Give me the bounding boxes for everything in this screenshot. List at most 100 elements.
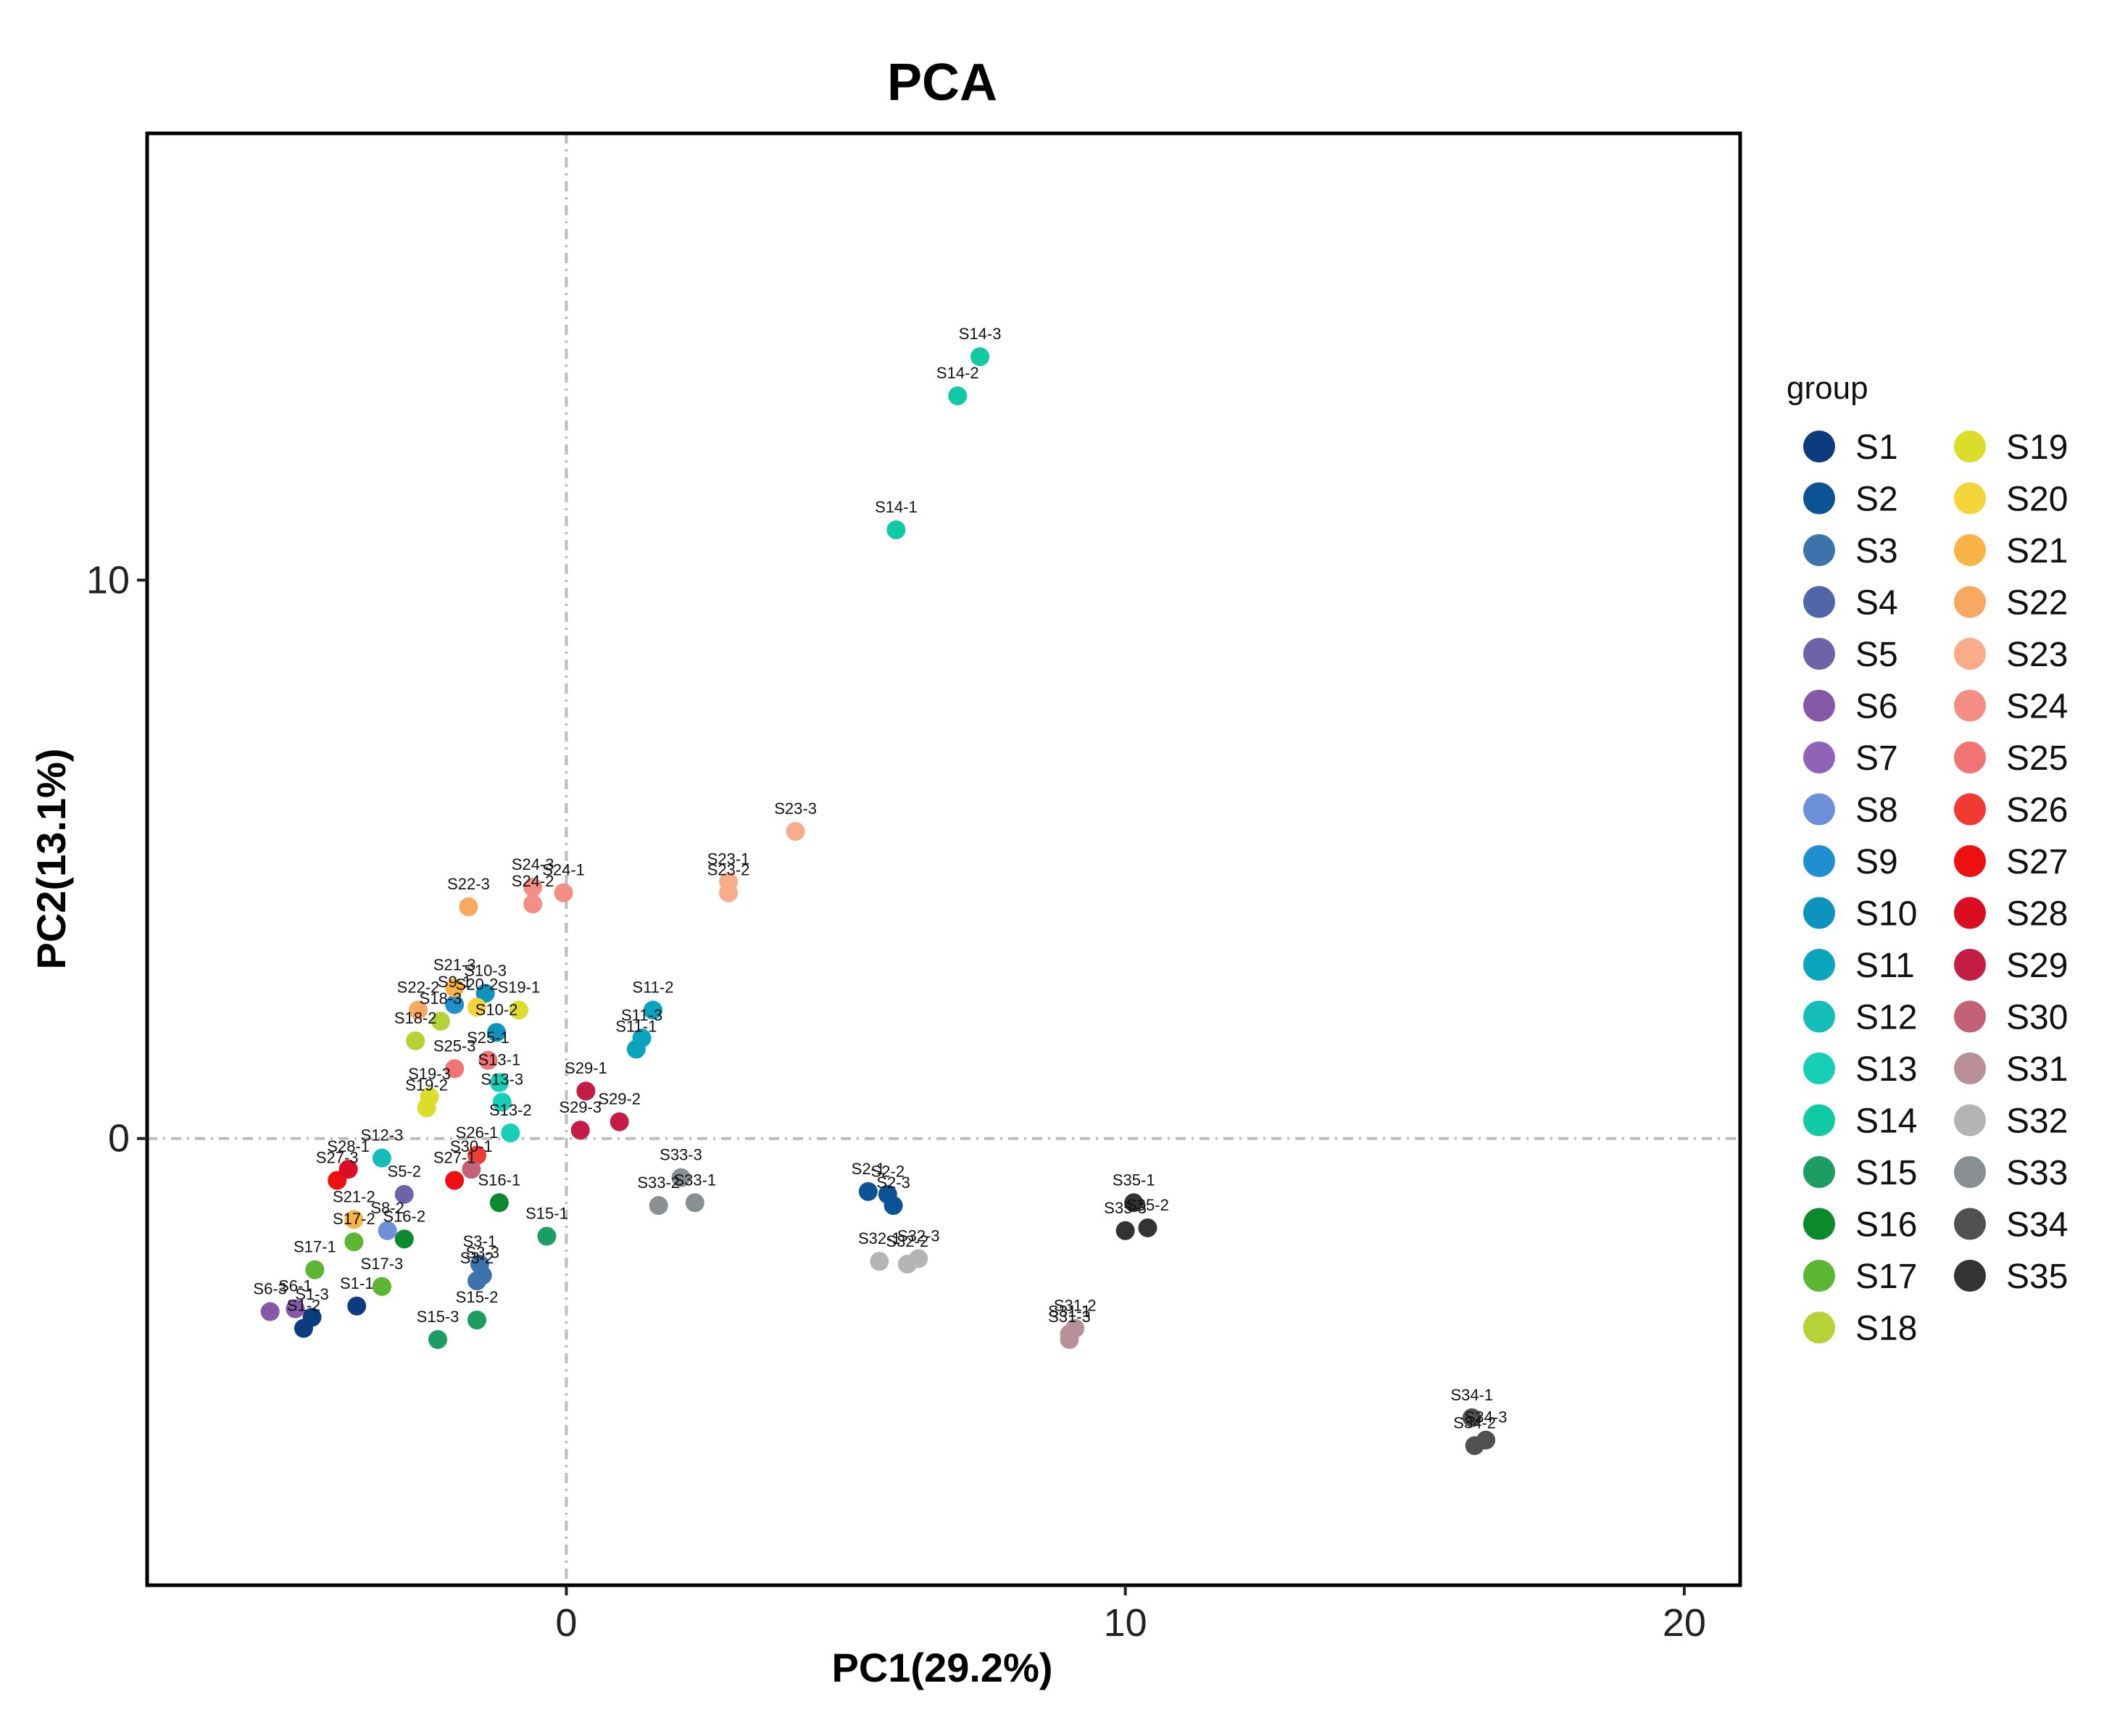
data-point-S1-1 — [347, 1296, 367, 1316]
data-point-S24-2 — [523, 894, 543, 914]
point-label: S2-3 — [876, 1174, 910, 1192]
legend-swatch-S9 — [1803, 845, 1835, 877]
data-point-S31-3 — [1060, 1330, 1079, 1350]
legend-label-S34: S34 — [2006, 1206, 2068, 1245]
point-label: S11-2 — [632, 979, 673, 997]
point-label: S21-3 — [433, 956, 476, 974]
point-label: S33-1 — [673, 1171, 716, 1189]
point-label: S13-3 — [481, 1071, 523, 1089]
point-label: S14-3 — [959, 325, 1002, 343]
legend-swatch-S4 — [1803, 586, 1835, 618]
legend-label-S21: S21 — [2006, 532, 2068, 570]
legend-swatch-S33 — [1954, 1156, 1986, 1188]
point-label: S30-1 — [450, 1137, 493, 1155]
legend-swatch-S21 — [1954, 534, 1986, 566]
point-label: S14-1 — [875, 498, 918, 516]
point-label: S6-1 — [278, 1277, 312, 1295]
data-point-S29-3 — [570, 1121, 590, 1140]
legend-label-S4: S4 — [1855, 584, 1898, 623]
point-label: S31-2 — [1054, 1297, 1097, 1315]
data-point-S13-1 — [489, 1073, 509, 1092]
legend-swatch-S13 — [1803, 1052, 1835, 1084]
data-point-S34-1 — [1462, 1408, 1481, 1427]
y-tick-label: 10 — [86, 558, 130, 602]
legend-swatch-S22 — [1954, 586, 1986, 618]
data-point-S22-3 — [459, 897, 478, 916]
legend-swatch-S25 — [1954, 742, 1986, 773]
legend-swatch-S1 — [1803, 431, 1835, 462]
data-point-S2-3 — [883, 1196, 903, 1216]
point-label: S17-2 — [333, 1210, 375, 1228]
point-label: S17-1 — [294, 1238, 336, 1256]
legend-swatch-S14 — [1803, 1104, 1835, 1137]
point-label: S14-2 — [936, 364, 979, 382]
data-point-S1-2 — [294, 1318, 313, 1338]
legend-swatch-S3 — [1803, 534, 1835, 566]
point-label: S26-1 — [456, 1124, 499, 1142]
point-label: S15-2 — [456, 1288, 499, 1306]
data-point-S15-1 — [537, 1226, 557, 1246]
point-label: S29-1 — [565, 1059, 607, 1077]
legend-swatch-S26 — [1954, 793, 1986, 826]
point-label: S9-1 — [438, 973, 471, 991]
point-label: S18-2 — [394, 1009, 437, 1027]
data-point-S25-3 — [445, 1059, 465, 1079]
data-point-S29-1 — [576, 1081, 596, 1101]
legend-label-S1: S1 — [1855, 428, 1898, 467]
data-point-S14-1 — [886, 520, 906, 539]
data-point-S24-3 — [523, 878, 543, 897]
legend-swatch-S15 — [1803, 1156, 1835, 1188]
point-label: S31-3 — [1048, 1308, 1091, 1326]
data-point-S13-3 — [492, 1092, 512, 1112]
legend-swatch-S16 — [1803, 1208, 1835, 1240]
point-label: S13-2 — [489, 1101, 532, 1119]
point-label: S3-3 — [465, 1243, 499, 1261]
data-point-S19-2 — [417, 1098, 436, 1118]
data-point-S35-3 — [1115, 1221, 1135, 1240]
legend-label-S20: S20 — [2006, 481, 2068, 519]
point-label: S24-3 — [512, 855, 554, 873]
y-axis-title: PC2(13.1%) — [28, 748, 74, 969]
point-label: S16-1 — [478, 1171, 521, 1189]
data-point-S16-2 — [394, 1229, 414, 1249]
point-label: S15-1 — [525, 1205, 568, 1223]
point-label: S22-2 — [397, 979, 440, 997]
point-label: S32-3 — [897, 1226, 940, 1245]
data-point-S18-2 — [406, 1031, 425, 1050]
legend-swatch-S34 — [1954, 1208, 1986, 1240]
x-tick-label: 0 — [555, 1601, 577, 1645]
data-point-S16-1 — [489, 1193, 509, 1213]
legend-swatch-S31 — [1954, 1052, 1986, 1084]
data-point-S35-2 — [1138, 1218, 1157, 1237]
point-label: S3-2 — [460, 1249, 494, 1267]
point-label: S1-2 — [287, 1297, 320, 1315]
data-point-S6-3 — [260, 1302, 280, 1321]
data-point-S10-3 — [475, 984, 495, 1003]
legend-label-S31: S31 — [2006, 1050, 2068, 1089]
data-point-S14-2 — [948, 386, 968, 406]
legend: group S1 S2 S3 S4 S5 S6 S7 S8 S9 S10 S11 S12 S13 S14 S… — [1787, 370, 2068, 1348]
x-axis-title: PC1(29.2%) — [831, 1645, 1052, 1690]
data-point-S23-3 — [786, 821, 805, 841]
legend-label-S5: S5 — [1855, 636, 1898, 674]
point-label: S12-3 — [361, 1126, 404, 1145]
legend-swatch-S12 — [1803, 1000, 1835, 1033]
data-point-S14-3 — [970, 347, 990, 367]
point-label: S32-2 — [886, 1232, 929, 1250]
point-label: S27-1 — [433, 1148, 476, 1166]
data-point-S21-3 — [445, 978, 465, 997]
legend-swatch-S11 — [1803, 949, 1835, 981]
legend-label-S35: S35 — [2006, 1258, 2068, 1296]
point-label: S25-3 — [433, 1037, 476, 1055]
legend-swatch-S6 — [1803, 689, 1835, 722]
point-label: S1-1 — [340, 1274, 373, 1292]
data-point-S3-2 — [467, 1271, 487, 1291]
y-axis: 0 10 — [86, 558, 147, 1160]
data-point-S23-2 — [719, 883, 739, 902]
legend-label-S28: S28 — [2006, 895, 2068, 934]
legend-label-S10: S10 — [1855, 895, 1917, 934]
data-point-S17-2 — [344, 1232, 364, 1252]
point-label: S21-2 — [333, 1187, 375, 1205]
point-label: S15-3 — [417, 1308, 460, 1326]
chart-title: PCA — [887, 54, 997, 112]
